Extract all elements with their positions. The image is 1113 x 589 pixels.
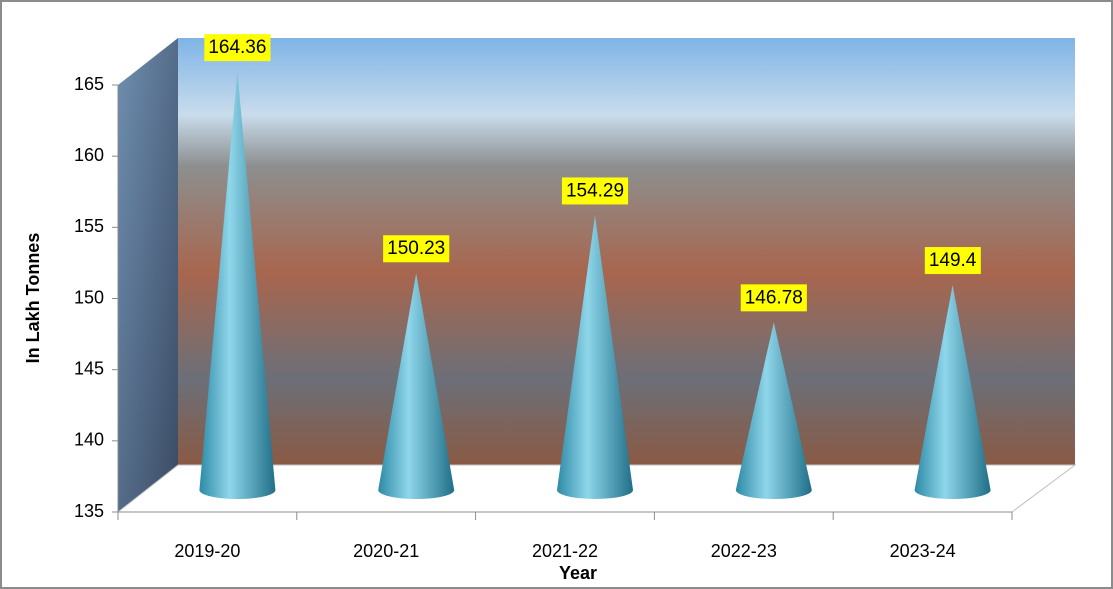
x-tick-label: 2019-20	[174, 541, 240, 561]
y-tick-label: 155	[74, 216, 104, 236]
y-tick-label: 135	[74, 501, 104, 521]
x-tick-label: 2020-21	[353, 541, 419, 561]
chart: In Lakh Tonnes Year 135 140 145 150 155 160 16…	[0, 0, 1113, 589]
side-wall	[118, 38, 178, 512]
data-label: 164.36	[208, 37, 266, 58]
data-label: 150.23	[387, 238, 445, 259]
x-tick-label: 2022-23	[711, 541, 777, 561]
y-tick-label: 165	[74, 74, 104, 94]
data-label: 154.29	[566, 180, 624, 201]
data-label: 146.78	[745, 287, 803, 308]
y-tick-label: 150	[74, 287, 104, 307]
y-axis-title: In Lakh Tonnes	[23, 233, 43, 364]
data-label: 149.4	[929, 250, 977, 271]
y-tick-label: 140	[74, 430, 104, 450]
y-tick-label: 145	[74, 358, 104, 378]
x-tick-label: 2021-22	[532, 541, 598, 561]
y-tick-label: 160	[74, 145, 104, 165]
x-tick-label: 2023-24	[890, 541, 956, 561]
x-axis-title: Year	[559, 563, 597, 583]
